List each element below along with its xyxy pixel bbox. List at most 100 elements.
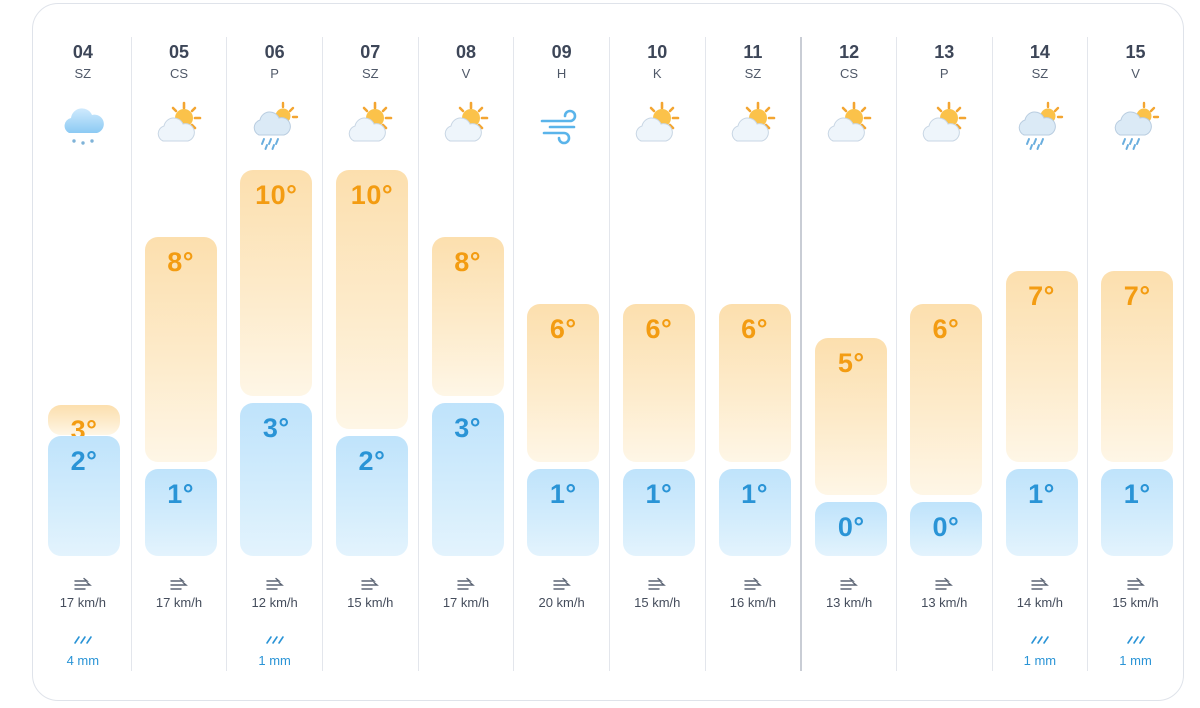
wind-speed: 15 km/h — [347, 595, 394, 610]
day-number: 15 — [1125, 42, 1146, 62]
day-abbreviation: V — [1131, 66, 1140, 81]
day-number: 13 — [934, 42, 955, 62]
wind-speed: 13 km/h — [921, 595, 968, 610]
low-temp: 1° — [549, 479, 577, 509]
low-temp: 1° — [1123, 479, 1151, 509]
day-abbreviation: SZ — [744, 66, 762, 81]
day-column[interactable]: 05 CS 8° 1° 17 km/h — [130, 37, 227, 671]
low-temp: 1° — [167, 479, 195, 509]
wind-icon — [839, 577, 859, 591]
day-column[interactable]: 13 P 6° 0° 13 km/h — [895, 37, 992, 671]
high-temp: 6° — [549, 314, 577, 345]
high-temp-bar: 6° — [718, 304, 791, 462]
partly-cloudy-icon — [725, 97, 781, 153]
forecast-columns: 04 SZ 3° 2° 17 km/h — [35, 37, 1183, 671]
day-number: 14 — [1029, 42, 1050, 62]
high-temp: 10° — [350, 180, 394, 210]
precipitation: 1 mm — [258, 653, 291, 668]
high-temp: 6° — [741, 314, 768, 345]
partly-cloudy-icon — [342, 97, 398, 153]
day-abbreviation: SZ — [74, 66, 92, 81]
day-number: 04 — [72, 42, 93, 62]
low-temp: 2° — [358, 446, 386, 476]
high-temp: 7° — [1123, 280, 1151, 311]
day-column[interactable]: 04 SZ 3° 2° 17 km/h — [35, 37, 131, 671]
day-column[interactable]: 14 SZ 7° 1° — [991, 37, 1088, 671]
wind-icon — [1030, 577, 1050, 591]
day-column[interactable]: 06 P 10° 3° — [226, 37, 322, 671]
high-temp-bar: 6° — [527, 304, 600, 462]
low-temp: 3° — [454, 413, 482, 443]
rain-icon — [1125, 635, 1147, 645]
wind-icon — [73, 577, 93, 591]
high-temp: 10° — [255, 180, 298, 210]
high-temp: 6° — [645, 314, 673, 345]
low-temp-bar: 0° — [909, 502, 982, 556]
low-temp-bar: 1° — [1101, 469, 1174, 556]
day-column[interactable]: 09 H 6° 1° 20 km/h — [513, 37, 609, 671]
high-temp-bar: 8° — [144, 237, 217, 462]
wind-speed: 17 km/h — [155, 595, 203, 610]
sun-rain-icon — [1108, 97, 1164, 153]
partly-cloudy-icon — [916, 97, 972, 153]
wind-speed: 15 km/h — [1112, 595, 1159, 610]
wind-icon — [743, 577, 763, 591]
rain-icon — [72, 635, 94, 645]
forecast-card: 04 SZ 3° 2° 17 km/h — [32, 3, 1184, 701]
wind-speed: 15 km/h — [634, 595, 681, 610]
day-abbreviation: SZ — [1031, 66, 1049, 81]
low-temp-bar: 1° — [144, 469, 217, 556]
low-temp: 1° — [1028, 479, 1055, 509]
day-column[interactable]: 15 V 7° 1° — [1087, 37, 1183, 671]
high-temp-bar: 10° — [335, 170, 408, 429]
partly-cloudy-icon — [629, 97, 685, 153]
low-temp-bar: 1° — [527, 469, 600, 556]
high-temp-bar: 6° — [622, 304, 695, 462]
day-number: 05 — [168, 42, 189, 62]
wind-speed: 17 km/h — [59, 595, 106, 610]
precipitation: 4 mm — [66, 653, 100, 668]
day-column[interactable]: 07 SZ 10° 2° 15 km/h — [321, 37, 418, 671]
low-temp-bar: 1° — [622, 469, 695, 556]
partly-cloudy-icon — [438, 97, 494, 153]
wind-icon — [169, 577, 189, 591]
high-temp: 5° — [837, 348, 865, 378]
low-temp: 1° — [741, 479, 768, 509]
low-temp: 1° — [645, 479, 673, 509]
wind-speed: 13 km/h — [825, 595, 873, 610]
wind-icon — [1126, 577, 1146, 591]
day-abbreviation: SZ — [361, 66, 379, 81]
day-abbreviation: V — [461, 66, 471, 81]
day-column[interactable]: 12 CS 5° 0° 13 km/h — [800, 37, 896, 671]
high-temp-bar: 8° — [431, 237, 504, 396]
low-temp: 0° — [837, 512, 865, 542]
day-column[interactable]: 08 V 8° 3° 17 km/h — [417, 37, 514, 671]
day-number: 12 — [839, 42, 860, 62]
wind-icon — [934, 577, 954, 591]
wind-icon — [265, 577, 285, 591]
high-temp-bar: 3° — [48, 405, 120, 445]
day-abbreviation: K — [652, 66, 662, 81]
sun-rain-icon — [1012, 97, 1068, 153]
day-abbreviation: P — [270, 66, 279, 81]
low-temp-bar: 3° — [431, 403, 504, 556]
precipitation: 1 mm — [1119, 653, 1152, 668]
rain-cloud-icon — [55, 97, 111, 153]
rain-icon — [1029, 635, 1051, 645]
rain-icon — [264, 635, 286, 645]
day-abbreviation: CS — [840, 66, 859, 81]
high-temp-bar: 7° — [1005, 270, 1078, 462]
day-column[interactable]: 11 SZ 6° 1° 16 km/h — [704, 37, 801, 671]
wind-icon — [360, 577, 380, 591]
day-column[interactable]: 10 K 6° 1° 15 km/h — [608, 37, 705, 671]
low-temp: 3° — [262, 413, 290, 443]
day-abbreviation: P — [939, 66, 949, 81]
precipitation: 1 mm — [1023, 653, 1057, 668]
wind-speed: 20 km/h — [538, 595, 585, 610]
low-temp: 2° — [70, 446, 98, 476]
wind-icon — [534, 97, 590, 153]
day-number: 06 — [264, 42, 285, 62]
low-temp-bar: 1° — [1005, 469, 1078, 556]
high-temp-bar: 6° — [909, 304, 982, 495]
high-temp-bar: 5° — [815, 338, 888, 495]
